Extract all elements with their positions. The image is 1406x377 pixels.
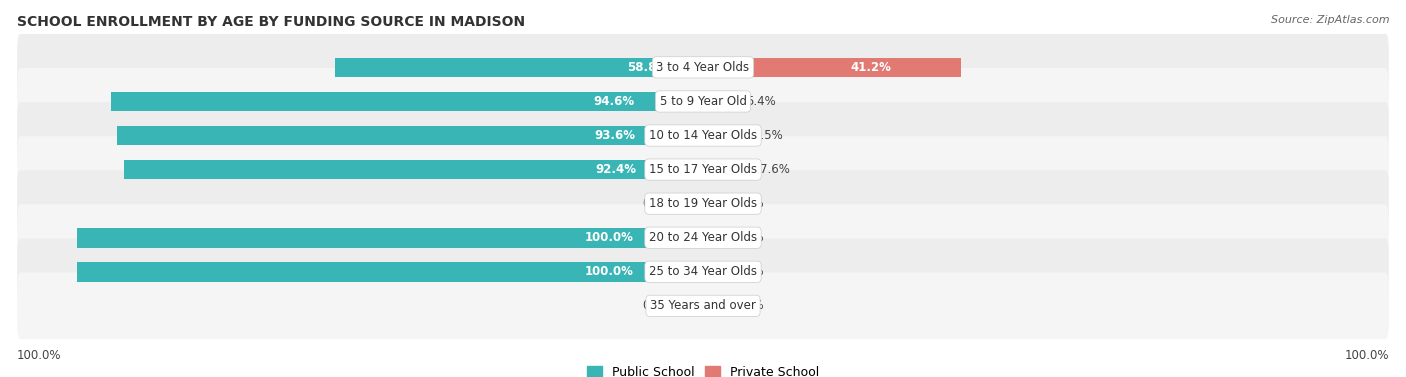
- Text: 0.0%: 0.0%: [643, 299, 672, 313]
- Bar: [703, 126, 744, 146]
- FancyBboxPatch shape: [17, 34, 1389, 101]
- Text: 15 to 17 Year Olds: 15 to 17 Year Olds: [650, 163, 756, 176]
- Text: 3 to 4 Year Olds: 3 to 4 Year Olds: [657, 61, 749, 74]
- Legend: Public School, Private School: Public School, Private School: [582, 361, 824, 377]
- Bar: [111, 92, 703, 111]
- Bar: [703, 194, 725, 213]
- Bar: [681, 296, 703, 316]
- Text: 0.0%: 0.0%: [734, 265, 763, 278]
- Text: 92.4%: 92.4%: [596, 163, 637, 176]
- FancyBboxPatch shape: [17, 136, 1389, 203]
- Bar: [77, 228, 703, 248]
- Bar: [703, 160, 751, 179]
- Bar: [681, 194, 703, 213]
- FancyBboxPatch shape: [17, 102, 1389, 169]
- Text: 0.0%: 0.0%: [643, 197, 672, 210]
- Bar: [117, 126, 703, 146]
- Text: 6.5%: 6.5%: [754, 129, 783, 142]
- Bar: [703, 296, 725, 316]
- Text: 93.6%: 93.6%: [595, 129, 636, 142]
- FancyBboxPatch shape: [17, 68, 1389, 135]
- Text: 25 to 34 Year Olds: 25 to 34 Year Olds: [650, 265, 756, 278]
- Text: 100.0%: 100.0%: [17, 349, 62, 362]
- Text: 58.8%: 58.8%: [627, 61, 668, 74]
- Bar: [703, 92, 737, 111]
- Text: 100.0%: 100.0%: [585, 231, 634, 244]
- Text: 18 to 19 Year Olds: 18 to 19 Year Olds: [650, 197, 756, 210]
- Text: 35 Years and over: 35 Years and over: [650, 299, 756, 313]
- Text: 5.4%: 5.4%: [747, 95, 776, 108]
- Bar: [335, 58, 703, 77]
- FancyBboxPatch shape: [17, 204, 1389, 271]
- Text: 100.0%: 100.0%: [585, 265, 634, 278]
- Bar: [703, 228, 725, 248]
- Text: 94.6%: 94.6%: [593, 95, 634, 108]
- Text: 10 to 14 Year Olds: 10 to 14 Year Olds: [650, 129, 756, 142]
- Bar: [703, 262, 725, 282]
- Text: 100.0%: 100.0%: [1344, 349, 1389, 362]
- Bar: [124, 160, 703, 179]
- FancyBboxPatch shape: [17, 273, 1389, 339]
- Text: 0.0%: 0.0%: [734, 299, 763, 313]
- FancyBboxPatch shape: [17, 238, 1389, 305]
- FancyBboxPatch shape: [17, 170, 1389, 237]
- Text: 5 to 9 Year Old: 5 to 9 Year Old: [659, 95, 747, 108]
- Text: 41.2%: 41.2%: [851, 61, 891, 74]
- Text: 20 to 24 Year Olds: 20 to 24 Year Olds: [650, 231, 756, 244]
- Bar: [77, 262, 703, 282]
- Text: 7.6%: 7.6%: [761, 163, 790, 176]
- Text: 0.0%: 0.0%: [734, 197, 763, 210]
- Text: 0.0%: 0.0%: [734, 231, 763, 244]
- Text: Source: ZipAtlas.com: Source: ZipAtlas.com: [1271, 15, 1389, 25]
- Text: SCHOOL ENROLLMENT BY AGE BY FUNDING SOURCE IN MADISON: SCHOOL ENROLLMENT BY AGE BY FUNDING SOUR…: [17, 15, 524, 29]
- Bar: [703, 58, 962, 77]
